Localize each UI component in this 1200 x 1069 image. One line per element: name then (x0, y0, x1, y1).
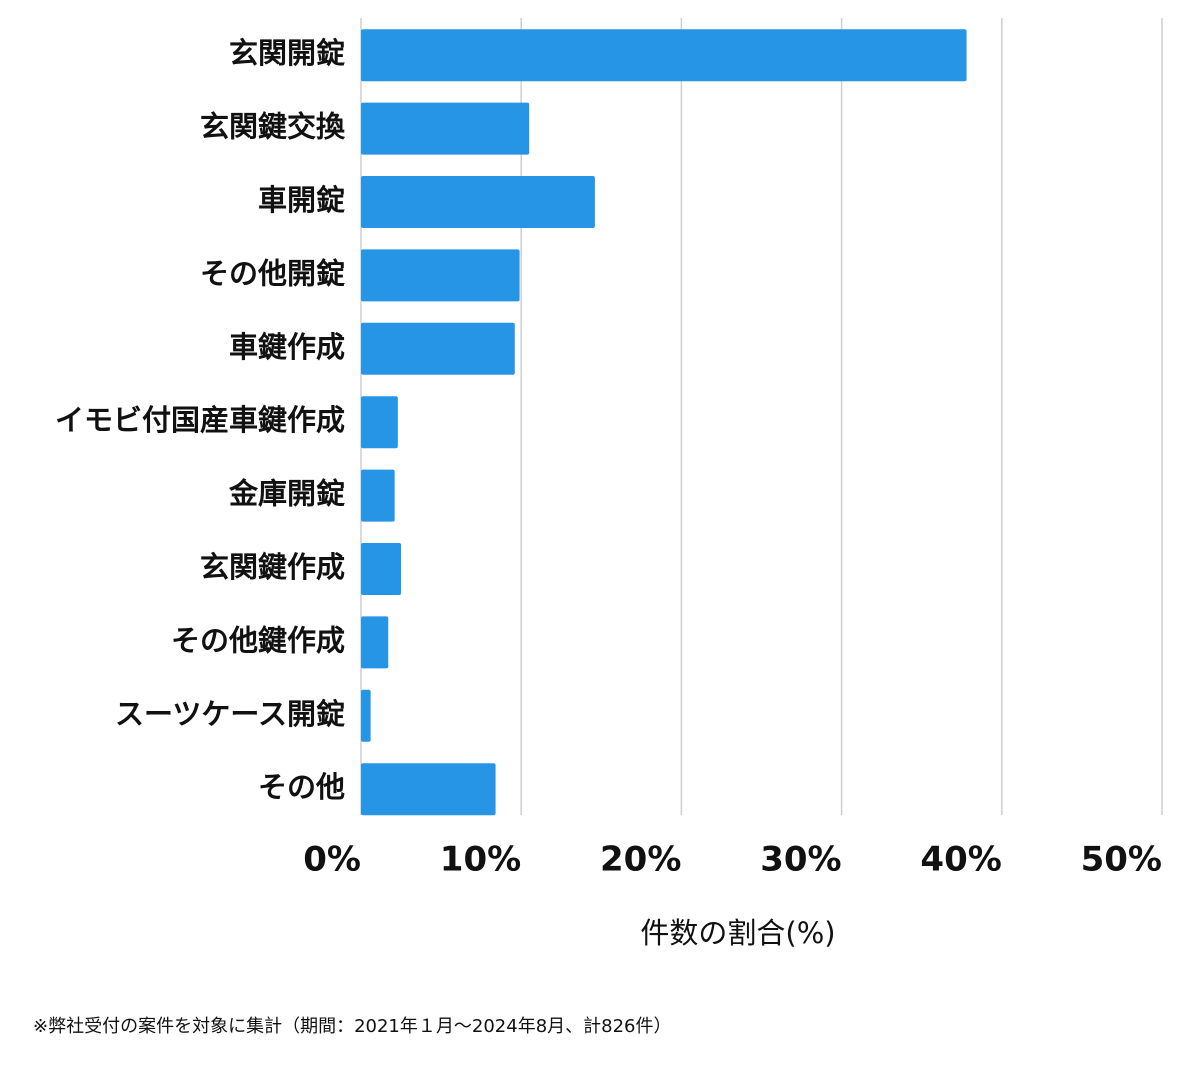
bar (361, 763, 496, 816)
y-tick-label: 車開錠 (258, 183, 345, 217)
bar (361, 102, 530, 155)
bar (361, 176, 595, 228)
x-tick-label: 50% (1081, 840, 1162, 880)
bar (361, 543, 402, 595)
bar (361, 322, 515, 375)
y-tick-label: その他開錠 (200, 256, 345, 290)
bar (361, 689, 371, 742)
bar (361, 29, 967, 82)
bar (361, 396, 398, 449)
x-tick-label: 20% (600, 840, 681, 880)
x-tick-label: 40% (920, 840, 1001, 880)
bar (361, 469, 395, 522)
footnote: ※弊社受付の案件を対象に集計（期間：2021年１月～2024年8月、計826件） (33, 1016, 672, 1037)
x-tick-label: 30% (760, 840, 841, 880)
bar (361, 616, 389, 669)
y-tick-label: 金庫開錠 (228, 477, 345, 511)
bar (361, 249, 520, 302)
y-tick-label: その他鍵作成 (171, 623, 345, 657)
y-tick-label: 玄関鍵交換 (200, 110, 346, 144)
y-tick-label: イモビ付国産車鍵作成 (55, 403, 345, 437)
x-tick-label: 10% (440, 840, 521, 880)
x-axis-title: 件数の割合(%) (640, 916, 835, 950)
y-tick-label: 車鍵作成 (229, 330, 345, 364)
y-tick-label: 玄関開錠 (229, 36, 345, 70)
y-tick-label: 玄関鍵作成 (200, 550, 345, 584)
y-tick-label: その他 (258, 770, 345, 804)
y-tick-label: スーツケース開錠 (115, 697, 345, 731)
x-tick-label: 0% (303, 840, 361, 880)
